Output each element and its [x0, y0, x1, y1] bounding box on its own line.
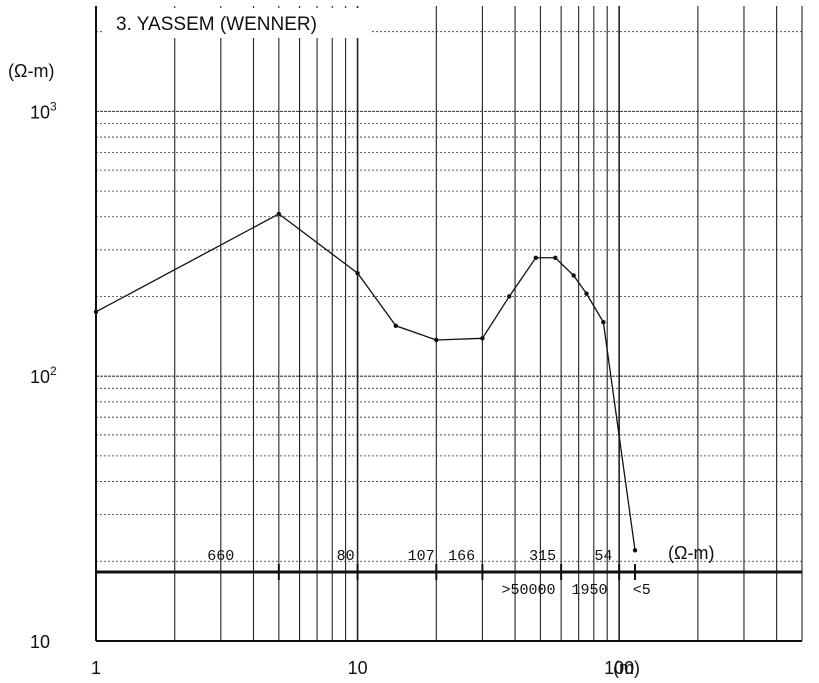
x-axis-label: (m) [613, 658, 640, 678]
layer-resistivity-label: 1950 [571, 582, 607, 599]
data-point [553, 255, 558, 260]
layer-resistivity-label: 315 [529, 548, 556, 565]
data-point [507, 294, 512, 299]
chart-title: 3. YASSEM (WENNER) [116, 14, 317, 35]
data-point [276, 211, 282, 217]
data-series [93, 211, 638, 553]
y-tick-label: 103 [30, 99, 57, 122]
layer-resistivity-label: >50000 [501, 582, 555, 599]
layer-interpretation: 660 80 107 166 315 54 >50000 1950 <5 (Ω-m) [96, 543, 802, 599]
y-unit-background [2, 58, 76, 84]
data-point [601, 319, 606, 325]
layer-resistivity-label: 80 [337, 548, 355, 565]
data-point [355, 270, 360, 276]
x-tick-label: 1 [91, 658, 101, 678]
interpretation-unit-label: (Ω-m) [668, 543, 714, 563]
data-point [584, 291, 589, 296]
layer-resistivity-label: 54 [594, 548, 612, 565]
data-point [434, 337, 439, 343]
layer-resistivity-label: 660 [207, 548, 234, 565]
sounding-curve [95, 213, 636, 551]
chart-grid [95, 6, 803, 642]
x-tick-label: 10 [348, 658, 368, 678]
y-tick-label: 10 [30, 632, 50, 652]
y-tick-label: 102 [30, 364, 57, 387]
y-axis-label: (Ω-m) [8, 61, 54, 81]
layer-resistivity-label: <5 [633, 582, 651, 599]
x-tick-label: 100 [604, 658, 634, 678]
data-point [480, 336, 485, 341]
data-point [571, 273, 576, 278]
layer-resistivity-label: 107 [408, 548, 435, 565]
title-background [104, 8, 370, 38]
data-point [393, 323, 399, 328]
chart-axes: 1 10 100 10 102 103 [30, 6, 802, 678]
layer-resistivity-label: 166 [448, 548, 475, 565]
data-point [632, 548, 638, 553]
data-point [533, 255, 538, 260]
